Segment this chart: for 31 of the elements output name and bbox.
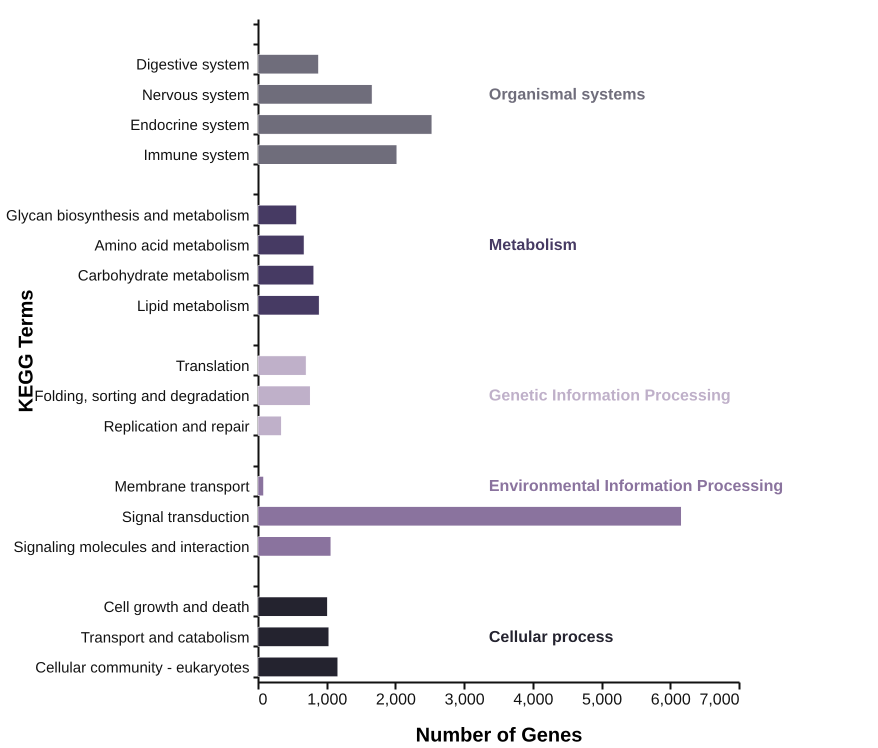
x-tick-label: 7,000	[699, 692, 740, 708]
y-tick-label: Immune system	[144, 147, 250, 164]
x-tick-label: 0	[258, 692, 268, 708]
y-tick-label: Folding, sorting and degradation	[34, 388, 250, 406]
text: Organismal systems	[488, 86, 646, 104]
text: Genetic Information Processing	[488, 388, 731, 405]
y-tick-label: Carbohydrate metabolism	[78, 268, 250, 285]
x-tick-label: 2,000	[376, 692, 416, 708]
y-tick-label: Digestive system	[136, 56, 250, 74]
x-tick-label: 3,000	[444, 692, 485, 708]
text: Cellular process	[488, 628, 614, 646]
y-tick-label: Transport and catabolism	[80, 629, 250, 646]
x-axis-title: Number of Genes	[416, 724, 582, 746]
x-tick-label: 5,000	[582, 692, 622, 708]
x-tick-label: 6,000	[650, 692, 691, 708]
series-label: Environmental Information Processing	[488, 478, 784, 496]
y-tick-label: Glycan biosynthesis and metabolism	[6, 207, 250, 224]
y-tick-label: Cellular community - eukaryotes	[35, 659, 250, 676]
x-tick-label: 4,000	[513, 692, 554, 708]
y-tick-label: Replication and repair	[104, 418, 250, 436]
y-tick-label: Membrane transport	[114, 478, 250, 496]
y-tick-label: Endocrine system	[130, 116, 250, 134]
y-tick-label: Signal transduction	[122, 508, 250, 526]
text: Metabolism	[488, 237, 577, 254]
y-tick-label: Amino acid metabolism	[94, 238, 250, 255]
y-tick-label: Translation	[176, 358, 250, 376]
y-tick-label: Signaling molecules and interaction	[14, 538, 250, 556]
x-tick-label: 1,000	[307, 692, 348, 708]
y-tick-label: Cell growth and death	[104, 599, 250, 616]
y-tick-label: Nervous system	[142, 86, 250, 104]
y-tick-label: Lipid metabolism	[136, 298, 250, 315]
